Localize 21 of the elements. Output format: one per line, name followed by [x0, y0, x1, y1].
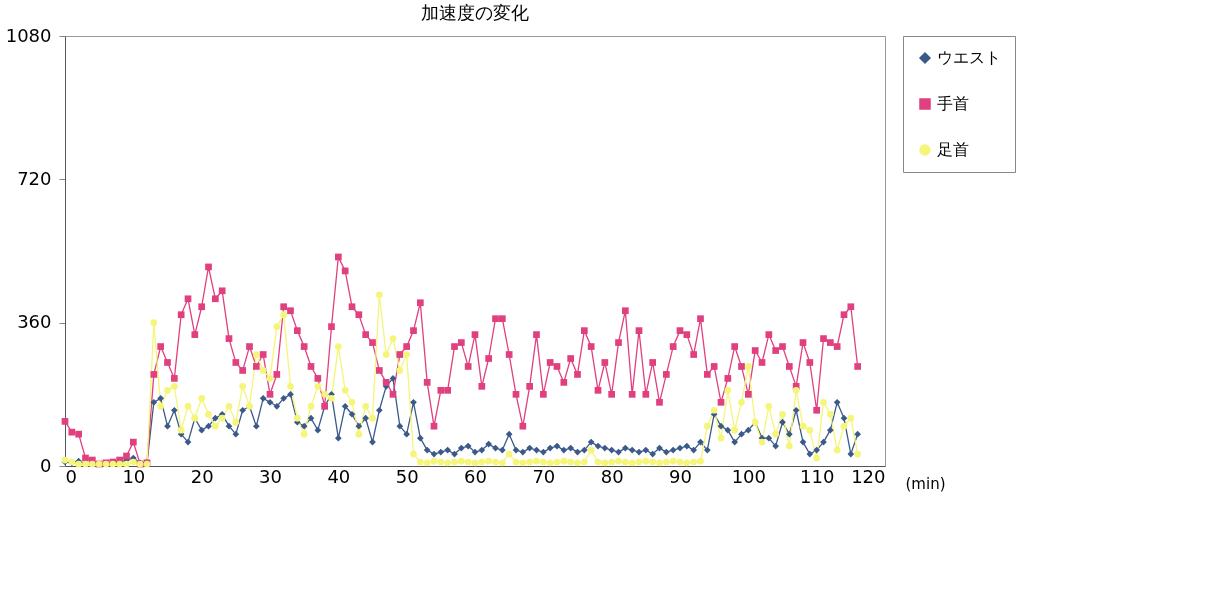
x-tick-label: 90: [669, 465, 692, 487]
legend-label: 足首: [937, 140, 969, 159]
legend-label: ウエスト: [937, 48, 1001, 67]
x-tick-label: 40: [327, 465, 351, 487]
legend-label: 手首: [937, 94, 969, 113]
x-tick-label: 110: [799, 465, 835, 487]
chart-title: 加速度の変化: [421, 2, 529, 23]
x-tick-label: 80: [600, 465, 624, 487]
x-axis-title: (min): [905, 474, 946, 493]
x-tick-label: 50: [395, 465, 419, 487]
x-tick-label: 10: [122, 465, 146, 487]
x-tick-label: 20: [190, 465, 214, 487]
x-tick-label: 0: [65, 465, 77, 487]
x-tick-label: 70: [532, 465, 556, 487]
x-tick-label: 60: [464, 465, 487, 487]
y-tick-label: 360: [17, 311, 52, 333]
x-tick-label: 100: [731, 465, 767, 487]
x-tick-label: 120: [851, 465, 886, 487]
y-tick-label: 720: [17, 167, 52, 189]
y-tick-label: 1080: [5, 24, 52, 46]
x-tick-label: 30: [259, 465, 282, 487]
